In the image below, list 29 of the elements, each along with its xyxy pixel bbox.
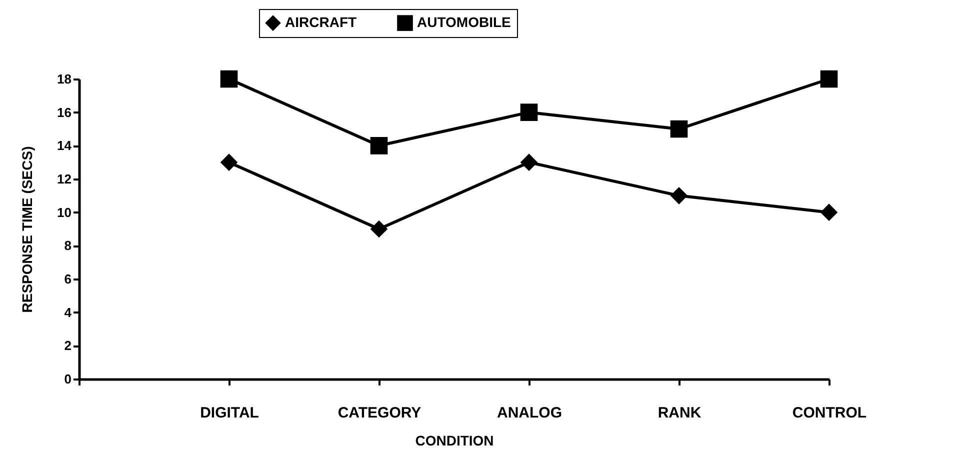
y-tick-label: 2 [64, 338, 72, 354]
point [820, 70, 838, 88]
y-tick-label: 8 [64, 238, 72, 254]
point [370, 137, 388, 154]
point [370, 220, 388, 238]
x-tick-label: CATEGORY [338, 404, 422, 422]
y-tick-label: 18 [57, 72, 72, 86]
point [670, 120, 688, 138]
point [670, 187, 688, 204]
y-axis-title: RESPONSE TIME (SECS) [19, 146, 36, 313]
x-tick-label: RANK [658, 404, 702, 422]
y-tick-label: 12 [57, 172, 72, 186]
x-tick-label: ANALOG [497, 404, 562, 422]
y-tick-label: 10 [57, 204, 72, 220]
y-tick-label: 14 [57, 138, 72, 154]
legend-label: AIRCRAFT [285, 14, 357, 30]
legend-label: AUTOMOBILE [417, 14, 511, 30]
x-tick-label: CONTROL [792, 404, 867, 422]
point [220, 70, 238, 88]
y-tick-label: 4 [64, 304, 72, 320]
point [820, 204, 838, 221]
y-tick-label: 6 [64, 272, 72, 286]
y-tick-label: 0 [64, 372, 72, 386]
x-axis-title: CONDITION [415, 432, 494, 448]
x-tick-label: DIGITAL [200, 404, 259, 422]
point [520, 154, 538, 171]
point [220, 154, 238, 171]
y-tick-label: 16 [57, 104, 72, 120]
point [520, 104, 538, 121]
